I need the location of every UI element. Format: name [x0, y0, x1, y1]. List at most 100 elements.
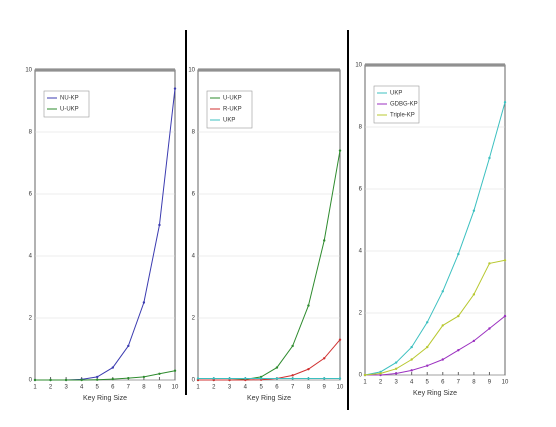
y-tick-label: 8	[192, 130, 196, 136]
point	[158, 223, 161, 227]
x-tick-label: 7	[457, 380, 461, 386]
point	[111, 366, 114, 369]
x-tick-label: 6	[275, 385, 279, 391]
point	[488, 327, 491, 330]
point	[363, 373, 367, 377]
y-tick-label: 10	[355, 63, 362, 69]
x-tick-label: 3	[228, 385, 232, 391]
point	[307, 377, 310, 380]
point	[127, 344, 130, 348]
y-tick-label: 4	[359, 249, 363, 255]
x-tick-label: 7	[291, 385, 295, 391]
point	[488, 156, 491, 160]
y-tick-label: 10	[188, 68, 195, 74]
point	[173, 87, 177, 90]
point	[410, 358, 413, 361]
point	[142, 301, 146, 304]
point	[142, 375, 146, 379]
y-tick-label: 0	[192, 378, 196, 384]
point	[96, 378, 99, 381]
point	[275, 377, 279, 380]
legend-label: UKP	[223, 118, 235, 124]
point	[259, 377, 263, 380]
x-tick-label: 1	[363, 380, 367, 386]
point	[426, 345, 429, 349]
point	[196, 377, 200, 380]
series-line	[364, 259, 506, 376]
y-tick-label: 4	[29, 254, 33, 260]
point	[472, 339, 476, 343]
y-tick-label: 6	[29, 192, 33, 198]
point	[228, 377, 231, 380]
point	[275, 366, 279, 369]
x-tick-label: 2	[212, 385, 216, 391]
point	[472, 293, 476, 296]
y-tick-label: 8	[29, 130, 33, 136]
y-tick-label: 2	[359, 311, 363, 317]
x-tick-label: 6	[111, 385, 115, 391]
point	[472, 209, 476, 212]
y-tick-label: 6	[192, 192, 196, 198]
x-tick-label: 4	[410, 380, 414, 386]
point	[441, 358, 444, 361]
plot-area	[34, 69, 176, 381]
point	[426, 321, 429, 324]
point	[212, 377, 215, 380]
x-tick-label: 8	[472, 380, 476, 386]
x-tick-label: 9	[158, 385, 162, 391]
point	[394, 372, 398, 375]
legend-label: UKP	[390, 91, 402, 97]
point	[49, 378, 52, 382]
x-tick-label: 10	[502, 380, 509, 386]
point	[338, 338, 342, 341]
point	[441, 290, 444, 293]
point	[96, 375, 99, 379]
legend-label: R-UKP	[223, 107, 242, 113]
point	[441, 324, 444, 327]
point	[338, 377, 342, 380]
x-tick-label: 3	[394, 380, 398, 386]
point	[457, 252, 460, 256]
point	[323, 377, 326, 380]
point	[426, 364, 429, 367]
legend-label: U-UKP	[223, 96, 242, 102]
point	[291, 374, 294, 377]
point	[307, 304, 310, 307]
legend-label: GDBG-KP	[390, 102, 418, 108]
y-tick-label: 0	[29, 378, 33, 384]
x-tick-label: 1	[33, 385, 37, 391]
y-tick-label: 6	[359, 187, 363, 193]
point	[80, 378, 83, 382]
point	[503, 101, 507, 104]
x-tick-label: 9	[323, 385, 327, 391]
point	[158, 372, 161, 375]
y-tick-label: 2	[192, 316, 196, 322]
x-tick-label: 2	[49, 385, 53, 391]
legend-label: NU-KP	[60, 96, 79, 102]
legend-label: U-UKP	[60, 107, 79, 113]
point	[457, 349, 460, 352]
x-tick-label: 2	[379, 380, 383, 386]
x-axis-label: Key Ring Size	[247, 395, 291, 402]
legend-box	[43, 90, 90, 118]
point	[410, 369, 413, 372]
point	[244, 377, 247, 380]
point	[33, 378, 37, 382]
point	[394, 367, 398, 370]
point	[111, 377, 114, 381]
point	[394, 361, 398, 364]
series-line	[364, 102, 506, 376]
x-tick-label: 3	[64, 385, 68, 391]
point	[503, 259, 507, 262]
x-tick-label: 9	[488, 380, 492, 386]
point	[457, 314, 460, 318]
x-tick-label: 10	[337, 385, 344, 391]
x-axis-label: Key Ring Size	[413, 390, 457, 397]
x-tick-label: 10	[172, 385, 179, 391]
point	[379, 372, 382, 375]
x-tick-label: 8	[142, 385, 146, 391]
series-line	[35, 370, 176, 381]
point	[410, 345, 413, 349]
point	[291, 344, 294, 348]
